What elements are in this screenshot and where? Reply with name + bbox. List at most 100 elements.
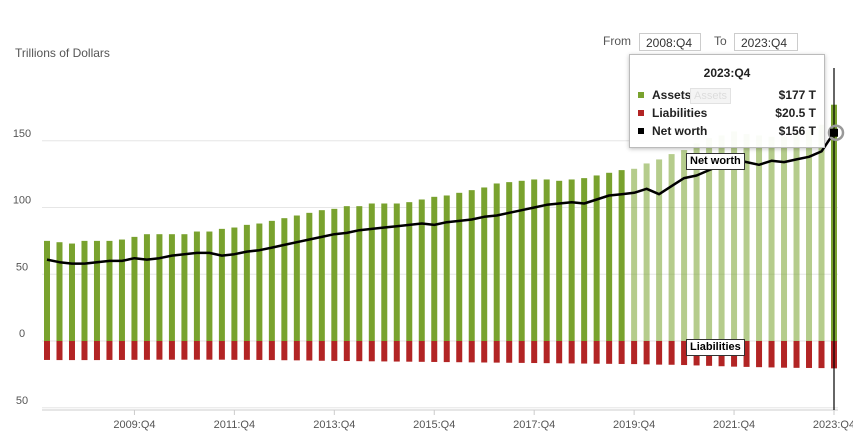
assets-bar[interactable] — [593, 175, 600, 341]
assets-bar[interactable] — [556, 180, 563, 341]
assets-bar[interactable] — [68, 243, 75, 341]
liabilities-bar[interactable] — [406, 341, 413, 362]
liabilities-bar[interactable] — [606, 341, 613, 364]
assets-bar[interactable] — [806, 130, 813, 341]
liabilities-bar[interactable] — [643, 341, 650, 365]
liabilities-bar[interactable] — [68, 341, 75, 361]
assets-bar[interactable] — [706, 138, 713, 341]
liabilities-bar[interactable] — [418, 341, 425, 362]
liabilities-bar[interactable] — [168, 341, 175, 360]
liabilities-bar[interactable] — [806, 341, 813, 368]
liabilities-bar[interactable] — [193, 341, 200, 360]
liabilities-bar[interactable] — [281, 341, 288, 361]
liabilities-bar[interactable] — [743, 341, 750, 367]
assets-bar[interactable] — [56, 242, 63, 341]
assets-bar[interactable] — [543, 179, 550, 341]
liabilities-bar[interactable] — [318, 341, 325, 361]
assets-bar[interactable] — [693, 143, 700, 341]
assets-bar[interactable] — [743, 134, 750, 341]
assets-bar[interactable] — [81, 240, 88, 341]
liabilities-bar[interactable] — [231, 341, 238, 360]
to-date-input[interactable]: 2023:Q4 — [734, 33, 798, 51]
assets-bar[interactable] — [793, 132, 800, 341]
assets-bar[interactable] — [44, 240, 50, 341]
liabilities-bar[interactable] — [568, 341, 575, 364]
liabilities-bar[interactable] — [493, 341, 500, 363]
liabilities-bar[interactable] — [293, 341, 300, 361]
assets-bar[interactable] — [731, 131, 738, 341]
assets-bar[interactable] — [818, 124, 825, 341]
liabilities-bar[interactable] — [456, 341, 463, 363]
liabilities-bar[interactable] — [756, 341, 763, 368]
assets-bar[interactable] — [506, 182, 513, 341]
liabilities-bar[interactable] — [506, 341, 513, 363]
liabilities-bar[interactable] — [143, 341, 150, 360]
assets-bar[interactable] — [306, 212, 313, 341]
liabilities-bar[interactable] — [393, 341, 400, 362]
assets-bar[interactable] — [93, 240, 100, 341]
liabilities-bar[interactable] — [206, 341, 213, 360]
assets-bar[interactable] — [631, 168, 638, 341]
liabilities-bar[interactable] — [44, 341, 50, 360]
liabilities-bar[interactable] — [218, 341, 225, 360]
assets-series[interactable] — [44, 104, 837, 341]
assets-bar[interactable] — [206, 231, 213, 341]
assets-bar[interactable] — [781, 136, 788, 341]
assets-bar[interactable] — [393, 203, 400, 341]
assets-bar[interactable] — [481, 187, 488, 341]
net-worth-line[interactable] — [46, 132, 836, 265]
liabilities-bar[interactable] — [256, 341, 263, 360]
liabilities-bar[interactable] — [131, 341, 138, 360]
liabilities-bar[interactable] — [781, 341, 788, 368]
assets-bar[interactable] — [656, 159, 663, 341]
liabilities-bar[interactable] — [243, 341, 250, 360]
liabilities-bar[interactable] — [768, 341, 775, 368]
liabilities-bar[interactable] — [818, 341, 825, 369]
liabilities-bar[interactable] — [331, 341, 338, 361]
assets-bar[interactable] — [493, 183, 500, 341]
liabilities-bar[interactable] — [431, 341, 438, 362]
assets-bar[interactable] — [168, 234, 175, 341]
assets-bar[interactable] — [531, 179, 538, 341]
assets-bar[interactable] — [193, 231, 200, 341]
from-date-input[interactable]: 2008:Q4 — [639, 33, 701, 51]
assets-bar[interactable] — [231, 227, 238, 341]
liabilities-bar[interactable] — [368, 341, 375, 362]
assets-bar[interactable] — [618, 170, 625, 341]
assets-bar[interactable] — [318, 210, 325, 341]
assets-bar[interactable] — [343, 206, 350, 341]
assets-bar[interactable] — [768, 136, 775, 341]
liabilities-bar[interactable] — [306, 341, 313, 361]
assets-bar[interactable] — [156, 234, 163, 341]
assets-bar[interactable] — [293, 215, 300, 341]
liabilities-bar[interactable] — [443, 341, 450, 363]
liabilities-bar[interactable] — [531, 341, 538, 364]
assets-bar[interactable] — [281, 218, 288, 341]
liabilities-bar[interactable] — [93, 341, 100, 361]
liabilities-bar[interactable] — [543, 341, 550, 364]
assets-bar[interactable] — [368, 203, 375, 341]
assets-bar[interactable] — [243, 224, 250, 341]
assets-bar[interactable] — [131, 236, 138, 341]
assets-bar[interactable] — [381, 203, 388, 341]
assets-bar[interactable] — [668, 154, 675, 341]
liabilities-bar[interactable] — [118, 341, 125, 360]
liabilities-bar[interactable] — [268, 341, 275, 361]
assets-bar[interactable] — [468, 190, 475, 341]
liabilities-bar[interactable] — [631, 341, 638, 365]
assets-bar[interactable] — [518, 180, 525, 341]
assets-bar[interactable] — [581, 178, 588, 341]
assets-bar[interactable] — [718, 135, 725, 341]
liabilities-bar[interactable] — [793, 341, 800, 368]
assets-bar[interactable] — [331, 208, 338, 341]
liabilities-series[interactable] — [44, 341, 837, 369]
assets-bar[interactable] — [443, 195, 450, 341]
assets-bar[interactable] — [181, 234, 188, 341]
liabilities-bar[interactable] — [618, 341, 625, 364]
assets-bar[interactable] — [106, 240, 113, 341]
assets-bar[interactable] — [118, 239, 125, 341]
liabilities-bar[interactable] — [381, 341, 388, 362]
assets-bar[interactable] — [418, 199, 425, 341]
assets-bar[interactable] — [431, 196, 438, 341]
assets-bar[interactable] — [268, 220, 275, 341]
